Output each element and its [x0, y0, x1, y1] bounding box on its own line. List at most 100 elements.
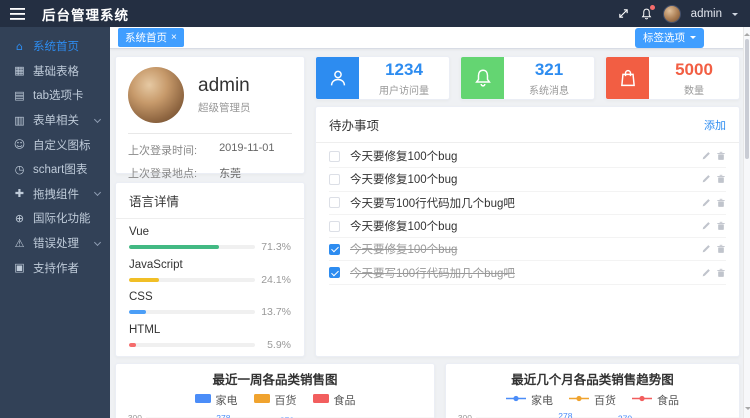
- svg-text:270: 270: [280, 415, 294, 418]
- todo-item: 今天要修复100个bug: [329, 238, 726, 262]
- scroll-up-icon[interactable]: [744, 30, 750, 36]
- username[interactable]: admin: [690, 7, 722, 20]
- sidebar-item-globe[interactable]: ⊕ 国际化功能: [0, 206, 110, 231]
- edit-icon[interactable]: [701, 174, 711, 184]
- sidebar-menu: ⌂ 系统首页 ▦ 基础表格 ▤ tab选项卡 ▥ 表单相关 ☺ 自定义图标 ◷ schart图表 ✚ 拖拽…: [0, 34, 110, 280]
- todo-checkbox[interactable]: [329, 173, 340, 185]
- sidebar-item-clock[interactable]: ◷ schart图表: [0, 157, 110, 182]
- todo-add-button[interactable]: 添加: [704, 119, 726, 132]
- edit-icon[interactable]: [701, 268, 711, 278]
- line-chart-title: 最近几个月各品类销售趋势图: [511, 373, 674, 387]
- sidebar-item-drag[interactable]: ✚ 拖拽组件: [0, 182, 110, 207]
- todo-actions: [701, 198, 726, 208]
- avatar: [128, 67, 184, 123]
- edit-icon[interactable]: [701, 198, 711, 208]
- svg-text:278: 278: [216, 413, 230, 418]
- vertical-scrollbar[interactable]: [743, 27, 750, 418]
- fullscreen-icon[interactable]: [617, 7, 630, 20]
- profile-info-row: 上次登录地点: 东莞: [128, 165, 292, 181]
- svg-text:300: 300: [128, 413, 142, 418]
- todo-actions: [701, 268, 726, 278]
- profile-info-value: 东莞: [219, 168, 242, 180]
- chevron-down-icon[interactable]: [732, 12, 738, 19]
- stat-label: 用户访问量: [379, 85, 429, 97]
- stat-card-shopping-bag[interactable]: 5000 数量: [605, 56, 740, 100]
- todo-card-title: 待办事项: [329, 119, 380, 133]
- sidebar-item-emoji[interactable]: ☺ 自定义图标: [0, 132, 110, 157]
- divider: [128, 133, 292, 134]
- progress-track: [129, 277, 255, 282]
- edit-icon[interactable]: [701, 151, 711, 161]
- notification-badge: [649, 4, 655, 10]
- profile-info-value: 2019-11-01: [219, 142, 275, 154]
- line-chart-legend: 家电 百货 食品: [446, 392, 739, 408]
- sidebar-item-label: 基础表格: [33, 65, 79, 78]
- edit-icon[interactable]: [701, 244, 711, 254]
- legend-item-家电: 家电: [506, 392, 553, 408]
- scrollbar-thumb[interactable]: [745, 39, 749, 159]
- stat-value: 321: [534, 59, 564, 79]
- todo-checkbox[interactable]: [329, 220, 340, 232]
- profile-info-label: 上次登录时间:: [128, 145, 198, 157]
- todo-checkbox[interactable]: [329, 243, 340, 255]
- bar-chart-title: 最近一周各品类销售图: [212, 373, 338, 387]
- progress-percent: 24.1%: [261, 273, 291, 286]
- legend-label: 食品: [657, 395, 679, 407]
- legend-swatch: [506, 394, 526, 406]
- legend-item-食品: 食品: [312, 392, 356, 408]
- language-name: CSS: [129, 291, 153, 303]
- language-card: 语言详情 Vue 71.3% JavaScript 24.1% CSS 13.7% HTML…: [115, 182, 305, 357]
- stat-card-user[interactable]: 1234 用户访问量: [315, 56, 450, 100]
- hamburger-icon[interactable]: [0, 7, 34, 20]
- delete-icon[interactable]: [716, 151, 726, 161]
- tag-options-button[interactable]: 标签选项: [635, 27, 704, 48]
- sidebar-item-home[interactable]: ⌂ 系统首页: [0, 34, 110, 59]
- sidebar-item-tab[interactable]: ▤ tab选项卡: [0, 83, 110, 108]
- legend-item-百货: 百货: [569, 392, 616, 408]
- profile-name: admin: [198, 75, 250, 96]
- legend-swatch: [312, 394, 329, 406]
- todo-text: 今天要写100行代码加几个bug吧: [350, 197, 515, 210]
- clock-icon: ◷: [14, 162, 25, 176]
- delete-icon[interactable]: [716, 268, 726, 278]
- chevron-down-icon: [93, 238, 102, 246]
- todo-checkbox[interactable]: [329, 197, 340, 209]
- avatar[interactable]: [662, 4, 681, 23]
- stat-card-message-bell[interactable]: 321 系统消息: [460, 56, 595, 100]
- message-bell-icon: [461, 57, 504, 99]
- edit-icon[interactable]: [701, 221, 711, 231]
- bell-icon[interactable]: [640, 4, 655, 21]
- shopping-bag-icon: [606, 57, 649, 99]
- profile-info-row: 上次登录时间: 2019-11-01: [128, 142, 292, 158]
- legend-label: 百货: [274, 395, 297, 407]
- delete-icon[interactable]: [716, 221, 726, 231]
- scroll-down-icon[interactable]: [744, 407, 750, 413]
- app-header: 后台管理系统 admin: [0, 0, 750, 27]
- progress-percent: 13.7%: [261, 306, 291, 318]
- delete-icon[interactable]: [716, 174, 726, 184]
- legend-label: 家电: [215, 395, 238, 407]
- profile-info-label: 上次登录地点:: [128, 168, 198, 180]
- sidebar-item-donate[interactable]: ▣ 支持作者: [0, 255, 110, 280]
- todo-item: 今天要修复100个bug: [329, 215, 726, 239]
- sidebar-item-label: 自定义图标: [33, 139, 91, 152]
- close-icon[interactable]: ×: [171, 32, 177, 43]
- tag-options-label: 标签选项: [643, 32, 685, 44]
- progress-track: [129, 342, 255, 347]
- sidebar-item-warning[interactable]: ⚠ 错误处理: [0, 231, 110, 256]
- todo-item: 今天要写100行代码加几个bug吧: [329, 261, 726, 285]
- tab-home[interactable]: 系统首页 ×: [118, 28, 184, 47]
- line-chart-canvas: 0601201802403006月7月8月9月10月23427827019023…: [458, 411, 739, 418]
- delete-icon[interactable]: [716, 244, 726, 254]
- todo-checkbox[interactable]: [329, 150, 340, 162]
- legend-swatch: [569, 394, 589, 406]
- legend-label: 家电: [531, 395, 553, 407]
- sidebar-item-label: tab选项卡: [33, 90, 84, 103]
- delete-icon[interactable]: [716, 198, 726, 208]
- todo-checkbox[interactable]: [329, 267, 340, 279]
- tab-label: 系统首页: [125, 32, 167, 44]
- sidebar-item-table[interactable]: ▦ 基础表格: [0, 59, 110, 84]
- sidebar-item-form[interactable]: ▥ 表单相关: [0, 108, 110, 133]
- main-area: 系统首页 × 标签选项 admin 超级管理员: [110, 27, 750, 418]
